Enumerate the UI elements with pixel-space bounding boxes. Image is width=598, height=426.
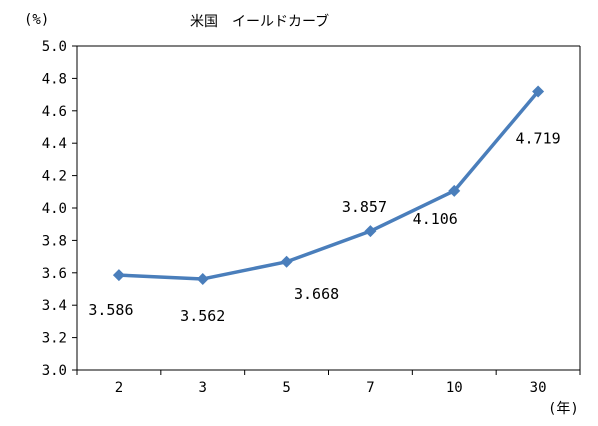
y-tick-label: 3.6 [42, 266, 67, 282]
data-label: 3.586 [88, 301, 133, 319]
data-label: 4.106 [413, 210, 458, 228]
data-point-marker [448, 184, 461, 197]
y-tick-label: 5.0 [42, 39, 67, 55]
y-tick-label: 4.6 [42, 104, 67, 120]
y-tick-label: 4.2 [42, 169, 67, 185]
data-point-marker [112, 269, 125, 282]
data-point-marker [280, 255, 293, 268]
x-tick-label: 2 [115, 380, 123, 396]
x-axis-ticks: 2 3 5 7 10 30 [76, 370, 581, 396]
y-tick-label: 4.8 [42, 71, 67, 87]
data-point-marker [532, 85, 545, 98]
data-point-marker [364, 225, 377, 238]
y-tick-label: 4.4 [42, 136, 67, 152]
data-label: 3.668 [294, 285, 339, 303]
x-tick-label: 3 [199, 380, 207, 396]
chart-title: 米国 イールドカーブ [190, 13, 329, 30]
x-tick-label: 5 [282, 380, 290, 396]
x-axis-unit: (年) [548, 401, 579, 417]
y-tick-label: 4.0 [42, 201, 67, 217]
x-tick-label: 10 [446, 380, 463, 396]
y-tick-label: 3.8 [42, 233, 67, 249]
series-line [118, 90, 540, 281]
data-point-marker [196, 272, 209, 285]
y-tick-label: 3.2 [42, 331, 67, 347]
data-labels: 3.586 3.562 3.668 3.857 4.106 4.719 [88, 130, 560, 325]
x-tick-label: 30 [530, 380, 547, 396]
data-label: 3.562 [180, 307, 225, 325]
y-tick-label: 3.4 [42, 298, 67, 314]
x-tick-label: 7 [366, 380, 374, 396]
data-label: 4.719 [516, 130, 561, 148]
series-layer [112, 85, 545, 285]
y-axis-unit: (%) [24, 12, 49, 28]
data-label: 3.857 [342, 198, 387, 216]
y-tick-label: 3.0 [42, 363, 67, 379]
y-axis-ticks: 3.0 3.2 3.4 3.6 3.8 4.0 4.2 4.4 4.6 4.8 5.0 [42, 39, 77, 379]
